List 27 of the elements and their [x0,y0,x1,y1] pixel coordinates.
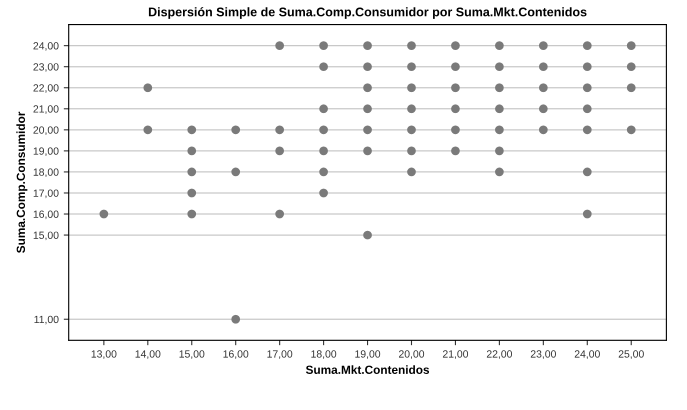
x-tick-label: 16,00 [223,350,248,359]
y-tick-label: 11,00 [34,316,59,324]
x-tick-label: 17,00 [267,350,292,359]
y-axis-title: Suma.Comp.Consumidor [16,112,28,253]
x-tick-label: 15,00 [180,350,204,359]
x-tick-label: 20,00 [398,350,424,359]
x-tick-label: 13,00 [92,350,116,359]
chart-title: Dispersión Simple de Suma.Comp.Consumidor por Suma.Mkt.Contenidos [148,7,587,19]
y-tick-label: 16,00 [34,210,59,220]
y-tick-label: 22,00 [33,84,59,93]
y-tick-label: 21,00 [33,105,59,114]
x-tick-label: 19,00 [355,350,380,359]
y-tick-label: 24,00 [33,42,59,51]
x-tick-label: 23,00 [530,350,556,359]
y-tick-label: 20,00 [33,126,59,135]
x-tick-label: 22,00 [486,350,512,359]
x-tick-label: 18,00 [311,350,336,359]
y-tick-label: 19,00 [34,147,59,156]
x-tick-label: 14,00 [136,350,160,359]
y-tick-label: 23,00 [33,63,59,72]
x-tick-label: 25,00 [618,350,644,359]
y-tick-label: 18,00 [34,168,59,178]
y-tick-label: 17,00 [34,189,59,198]
y-tick-label: 15,00 [34,232,59,240]
x-axis-title: Suma.Mkt.Contenidos [306,365,430,374]
x-tick-label: 21,00 [442,350,468,359]
x-tick-label: 24,00 [574,350,600,359]
